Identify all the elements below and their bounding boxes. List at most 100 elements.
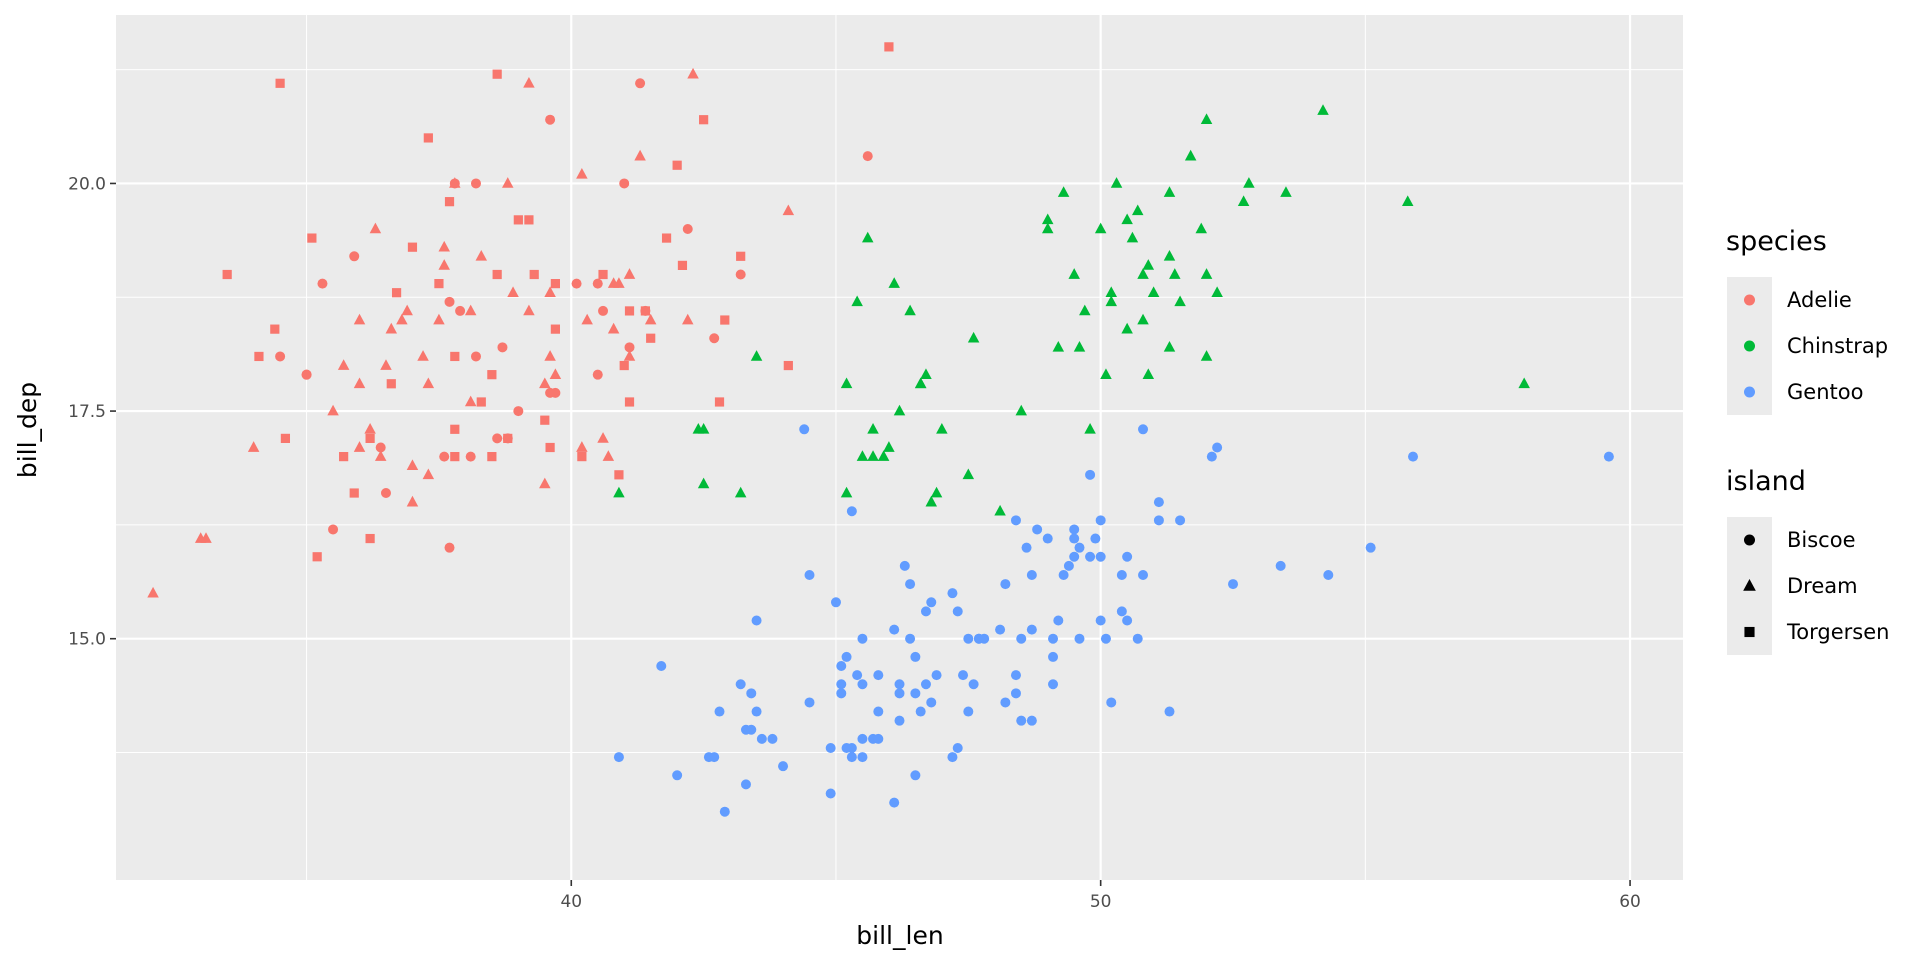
- y-axis-ticks: 15.0 17.5 20.0: [68, 174, 116, 650]
- point-gentoo-biscoe: [778, 761, 789, 772]
- point-adelie-biscoe: [349, 251, 360, 262]
- legend-island: island Biscoe Dream Torgersen: [1726, 466, 1889, 655]
- point-adelie-torgersen: [550, 324, 560, 334]
- point-chinstrap-dream: [877, 450, 890, 461]
- point-adelie-biscoe: [592, 369, 603, 380]
- point-adelie-dream: [523, 304, 535, 316]
- point-chinstrap-dream: [697, 477, 710, 489]
- point-adelie-dream: [422, 377, 435, 389]
- point-adelie-torgersen: [492, 69, 502, 79]
- point-gentoo-biscoe: [899, 560, 910, 571]
- point-adelie-dream: [523, 76, 535, 88]
- point-chinstrap-dream: [1041, 213, 1054, 225]
- point-adelie-torgersen: [598, 269, 608, 280]
- point-gentoo-biscoe: [825, 788, 836, 799]
- point-adelie-torgersen: [736, 251, 746, 261]
- point-adelie-dream: [576, 168, 588, 179]
- point-chinstrap-dream: [1079, 304, 1091, 316]
- point-adelie-dream: [549, 368, 562, 379]
- point-chinstrap-dream: [1137, 313, 1149, 325]
- x-axis-title: bill_len: [856, 921, 943, 950]
- point-adelie-torgersen: [714, 397, 725, 407]
- legend-key-dream: [1743, 579, 1756, 591]
- point-adelie-dream: [194, 532, 207, 543]
- point-adelie-biscoe: [470, 351, 481, 362]
- point-adelie-biscoe: [624, 342, 635, 353]
- point-gentoo-biscoe: [952, 742, 963, 753]
- point-gentoo-biscoe: [889, 797, 900, 808]
- point-adelie-dream: [687, 67, 699, 79]
- point-adelie-torgersen: [450, 452, 460, 462]
- point-gentoo-biscoe: [905, 633, 916, 644]
- point-gentoo-biscoe: [836, 688, 847, 699]
- point-adelie-biscoe: [328, 524, 339, 535]
- point-gentoo-biscoe: [1026, 624, 1037, 635]
- point-chinstrap-dream: [962, 468, 975, 480]
- point-adelie-torgersen: [349, 488, 359, 498]
- point-gentoo-biscoe: [836, 661, 847, 672]
- point-adelie-biscoe: [598, 305, 609, 316]
- point-gentoo-biscoe: [995, 624, 1006, 635]
- point-chinstrap-dream: [867, 422, 879, 434]
- point-gentoo-biscoe: [1365, 542, 1376, 553]
- point-adelie-biscoe: [380, 488, 391, 499]
- point-adelie-dream: [438, 259, 450, 270]
- point-adelie-dream: [369, 222, 382, 234]
- point-gentoo-biscoe: [709, 752, 720, 763]
- point-adelie-dream: [623, 350, 636, 361]
- point-adelie-biscoe: [497, 342, 508, 353]
- point-gentoo-biscoe: [968, 679, 979, 690]
- point-adelie-dream: [544, 286, 556, 298]
- point-chinstrap-dream: [1121, 213, 1133, 225]
- point-gentoo-biscoe: [1090, 533, 1101, 544]
- point-gentoo-biscoe: [963, 633, 974, 644]
- point-adelie-dream: [433, 313, 445, 325]
- point-adelie-dream: [623, 268, 636, 279]
- point-chinstrap-dream: [994, 504, 1006, 516]
- point-gentoo-biscoe: [1138, 569, 1149, 580]
- legend-key-biscoe: [1744, 534, 1755, 546]
- point-gentoo-biscoe: [1275, 560, 1286, 571]
- y-tick-label: 17.5: [68, 402, 106, 422]
- point-adelie-torgersen: [550, 279, 560, 289]
- point-gentoo-biscoe: [1042, 533, 1053, 544]
- point-gentoo-biscoe: [656, 661, 667, 672]
- point-adelie-biscoe: [275, 351, 286, 362]
- point-adelie-torgersen: [339, 452, 349, 462]
- point-gentoo-biscoe: [857, 679, 868, 690]
- point-adelie-dream: [464, 304, 477, 316]
- point-chinstrap-dream: [893, 404, 906, 416]
- point-gentoo-biscoe: [1010, 670, 1021, 681]
- point-adelie-torgersen: [577, 452, 587, 462]
- point-adelie-torgersen: [884, 42, 894, 52]
- point-adelie-dream: [353, 377, 366, 389]
- point-gentoo-biscoe: [1138, 424, 1149, 435]
- point-chinstrap-dream: [1105, 286, 1118, 298]
- legend-title: island: [1726, 466, 1806, 497]
- point-gentoo-biscoe: [873, 670, 884, 681]
- point-adelie-biscoe: [492, 433, 503, 444]
- point-adelie-dream: [353, 441, 366, 452]
- point-gentoo-biscoe: [958, 670, 969, 681]
- point-adelie-dream: [401, 304, 413, 316]
- point-adelie-torgersen: [391, 288, 402, 298]
- point-gentoo-biscoe: [910, 651, 921, 662]
- point-chinstrap-dream: [1163, 249, 1176, 261]
- point-adelie-biscoe: [449, 178, 460, 189]
- point-adelie-torgersen: [450, 351, 460, 362]
- point-gentoo-biscoe: [947, 752, 958, 763]
- point-adelie-torgersen: [254, 351, 264, 362]
- point-adelie-biscoe: [465, 451, 476, 462]
- point-gentoo-biscoe: [915, 706, 926, 717]
- point-chinstrap-dream: [856, 450, 869, 461]
- point-gentoo-biscoe: [920, 606, 931, 617]
- point-adelie-torgersen: [720, 315, 730, 325]
- point-gentoo-biscoe: [1048, 633, 1059, 644]
- point-chinstrap-dream: [1280, 186, 1292, 197]
- point-gentoo-biscoe: [1095, 615, 1106, 626]
- point-gentoo-biscoe: [1116, 569, 1127, 580]
- point-gentoo-biscoe: [1016, 715, 1027, 726]
- point-adelie-biscoe: [735, 269, 746, 280]
- grid-minor: [116, 15, 1683, 880]
- point-chinstrap-dream: [1200, 268, 1213, 279]
